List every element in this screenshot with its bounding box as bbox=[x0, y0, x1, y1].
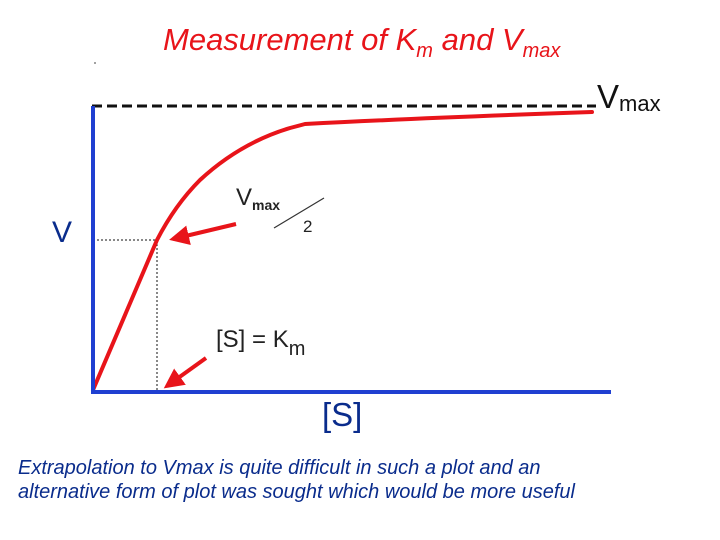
vmax-label: Vmax bbox=[597, 78, 661, 116]
fraction-slash bbox=[273, 197, 325, 229]
s-equals-km-label: [S] = Km bbox=[216, 326, 305, 360]
title-subscript-m: m bbox=[416, 40, 433, 62]
half-vmax-denominator: 2 bbox=[303, 217, 313, 236]
vmax-label-main: V bbox=[597, 78, 620, 115]
half-vmax-label-sub: max bbox=[252, 197, 281, 213]
vmax-label-sub: max bbox=[619, 91, 661, 116]
half-vmax-label-main: V bbox=[236, 184, 253, 211]
caption: Extrapolation to Vmax is quite difficult… bbox=[18, 456, 708, 504]
half-vmax-arrow bbox=[169, 222, 237, 246]
half-vmax-label: Vmax bbox=[236, 184, 281, 213]
caption-line-1: Extrapolation to Vmax is quite difficult… bbox=[18, 457, 541, 479]
title-prefix: Measurement of K bbox=[163, 22, 417, 57]
title-subscript-max: max bbox=[522, 40, 561, 62]
km-arrow bbox=[163, 356, 208, 389]
diagram-title: Measurement of Km and Vmax bbox=[163, 22, 560, 62]
x-axis-label: [S] bbox=[322, 396, 363, 433]
saturation-curve bbox=[91, 110, 594, 392]
s-equals-km-main: [S] = K bbox=[216, 326, 289, 353]
title-middle: and V bbox=[432, 22, 523, 57]
y-axis-label: V bbox=[52, 216, 73, 249]
s-equals-km-sub: m bbox=[288, 338, 306, 360]
caption-line-2: alternative form of plot was sought whic… bbox=[18, 481, 575, 503]
